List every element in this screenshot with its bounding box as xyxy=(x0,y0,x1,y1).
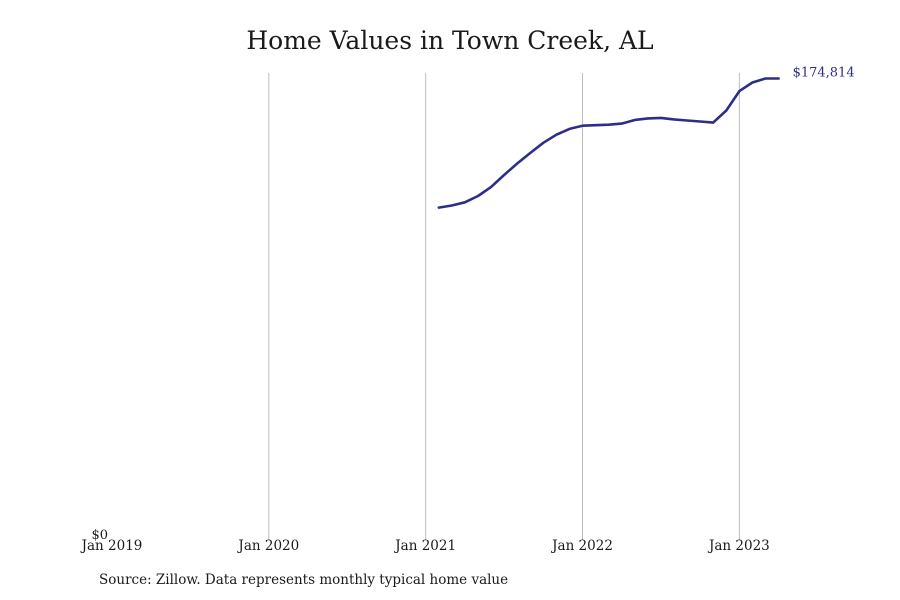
series-line xyxy=(437,77,780,209)
x-tick-label: Jan 2023 xyxy=(707,538,770,554)
y-tick-label: $0 xyxy=(91,528,108,543)
x-tick-label: Jan 2019 xyxy=(80,538,143,554)
end-value-label: $174,814 xyxy=(793,65,855,80)
chart-title: Home Values in Town Creek, AL xyxy=(246,26,654,55)
x-tick-label: Jan 2020 xyxy=(236,538,299,554)
x-tick-label: Jan 2021 xyxy=(393,538,456,554)
source-note: Source: Zillow. Data represents monthly … xyxy=(99,572,509,588)
x-tick-label: Jan 2022 xyxy=(550,538,613,554)
